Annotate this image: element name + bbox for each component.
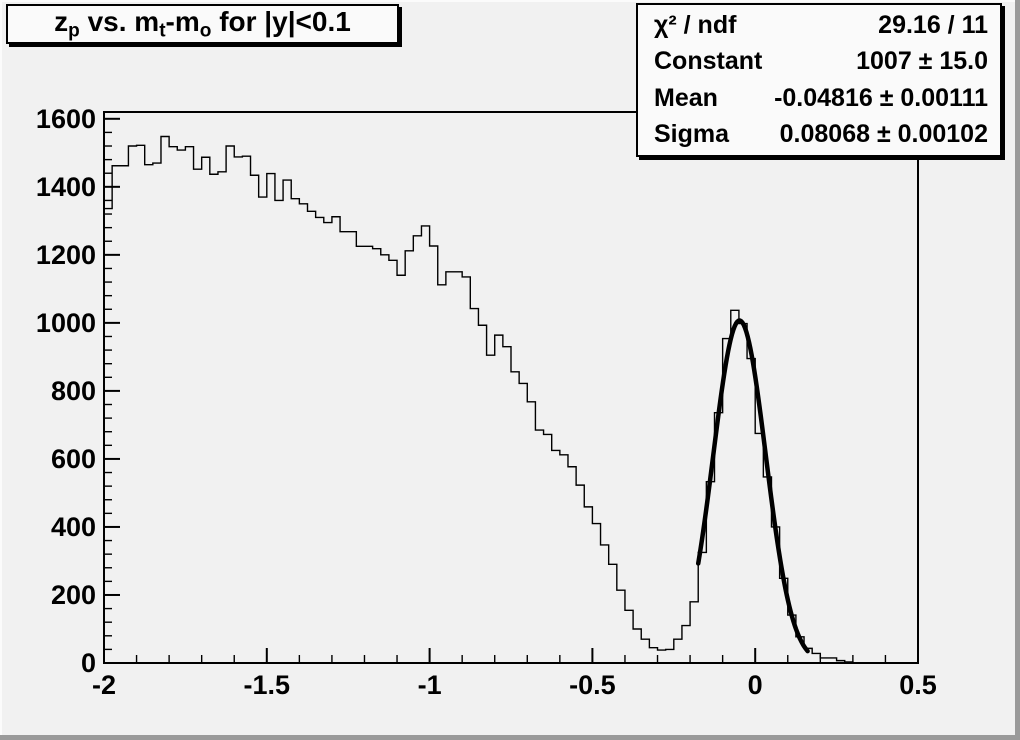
fit-curve (695, 318, 810, 654)
stats-row-constant: Constant 1007 ± 15.0 (638, 44, 1000, 81)
title-segment: vs. m (79, 5, 160, 37)
x-tick-label: -2 (92, 670, 116, 700)
stats-label: Mean (654, 83, 718, 112)
y-tick-label: 1200 (36, 240, 96, 270)
title-segment: -m (165, 5, 200, 37)
stats-value: 1007 ± 15.0 (856, 47, 988, 76)
y-tick-label: 1400 (36, 172, 96, 202)
stats-value: 29.16 / 11 (878, 10, 988, 39)
stats-row-chi2: χ² / ndf 29.16 / 11 (638, 7, 1000, 44)
y-tick-label: 600 (51, 444, 96, 474)
title-subscript: p (68, 20, 80, 42)
chart-title-pave: zp vs. mt-mo for |y|<0.1 (6, 4, 399, 44)
y-tick-label: 400 (51, 512, 96, 542)
stats-row-mean: Mean -0.04816 ± 0.00111 (638, 80, 1000, 117)
x-tick-label: -0.5 (569, 670, 616, 700)
stats-label: Constant (654, 47, 763, 76)
x-tick-label: -1 (418, 670, 442, 700)
title-subscript: t (159, 20, 166, 42)
stats-value: 0.08068 ± 0.00102 (779, 120, 988, 149)
stats-label: χ² / ndf (654, 10, 737, 39)
histogram-line (104, 135, 918, 664)
y-tick-label: 800 (51, 376, 96, 406)
stats-label: Sigma (654, 120, 730, 149)
y-tick-label: 200 (51, 580, 96, 610)
y-tick-label: 1600 (36, 104, 96, 134)
x-tick-label: 0 (748, 670, 763, 700)
y-tick-label: 1000 (36, 308, 96, 338)
plot-frame (103, 111, 919, 664)
stats-value: -0.04816 ± 0.00111 (774, 83, 988, 112)
title-subscript: o (199, 20, 212, 42)
fit-stats-box: χ² / ndf 29.16 / 11 Constant 1007 ± 15.0… (636, 3, 1002, 157)
chart-title: zp vs. mt-mo for |y|<0.1 (54, 6, 351, 43)
title-segment: z (54, 5, 69, 37)
y-tick-label: 0 (81, 648, 96, 678)
stats-row-sigma: Sigma 0.08068 ± 0.00102 (638, 117, 1000, 154)
x-tick-label: 0.5 (899, 670, 937, 700)
x-tick-label: -1.5 (244, 670, 291, 700)
title-segment: for |y|<0.1 (211, 5, 351, 37)
